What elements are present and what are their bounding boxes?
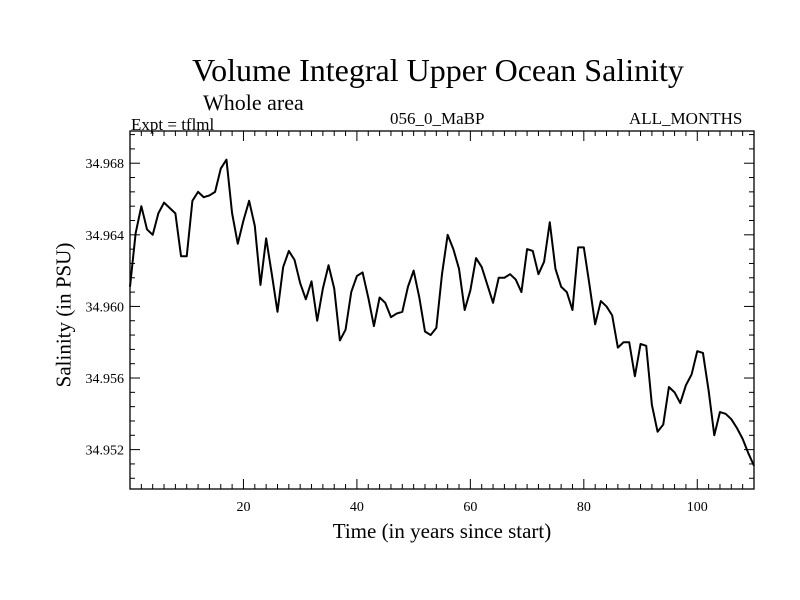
x-tick-label: 100 [687,500,708,515]
y-tick-label: 34.960 [86,300,125,315]
y-tick-label: 34.964 [86,229,125,244]
plot-frame [129,130,755,490]
salinity-series-line [129,158,755,467]
run-id-label: 056_0_MaBP [390,109,485,128]
x-axis-label: Time (in years since start) [332,519,552,543]
y-tick-label: 34.952 [86,444,125,459]
axis-tick-labels: 20 40 60 80 100 34.952 34.956 34.960 34.964 34.96… [86,157,708,515]
y-tick-label: 34.956 [86,372,125,387]
x-tick-label: 60 [463,500,477,515]
x-tick-label: 40 [350,500,364,515]
y-tick-label: 34.968 [86,157,125,172]
x-tick-label: 80 [577,500,591,515]
experiment-label: Expt = tflml [131,115,215,134]
axis-ticks [130,131,754,489]
chart-title: Volume Integral Upper Ocean Salinity [192,52,684,88]
x-tick-label: 20 [236,500,250,515]
months-label: ALL_MONTHS [629,109,743,128]
chart-subtitle: Whole area [203,90,304,115]
